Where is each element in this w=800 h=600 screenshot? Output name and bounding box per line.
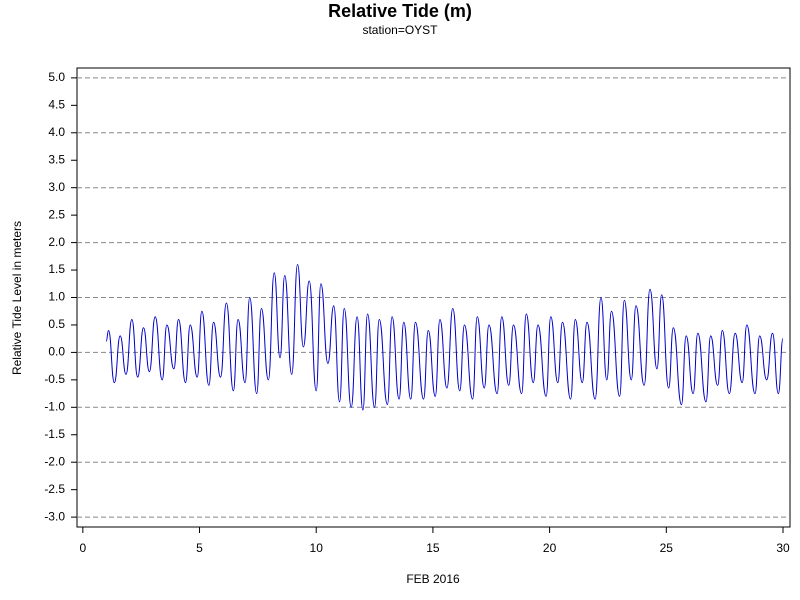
y-tick-label: 0.0 — [48, 345, 65, 359]
x-tick-label: 20 — [543, 541, 557, 555]
x-tick-label: 30 — [776, 541, 790, 555]
y-tick-label: 2.5 — [48, 207, 65, 221]
y-tick-label: 3.0 — [48, 180, 65, 194]
x-tick-label: 10 — [310, 541, 324, 555]
x-tick-label: 15 — [426, 541, 440, 555]
y-tick-label: 2.0 — [48, 235, 65, 249]
y-tick-label: -3.0 — [44, 509, 65, 523]
chart-title: Relative Tide (m) — [328, 1, 472, 21]
y-tick-label: 1.0 — [48, 290, 65, 304]
x-tick-label: 0 — [79, 541, 86, 555]
y-tick-label: 1.5 — [48, 262, 65, 276]
y-tick-label: -0.5 — [44, 372, 65, 386]
x-tick-label: 5 — [196, 541, 203, 555]
chart-subtitle: station=OYST — [362, 23, 438, 37]
tide-line — [105, 264, 784, 411]
y-tick-label: -2.5 — [44, 482, 65, 496]
x-axis-label: FEB 2016 — [406, 572, 460, 586]
y-tick-label: 0.5 — [48, 317, 65, 331]
y-tick-label: 4.5 — [48, 98, 65, 112]
y-tick-label: -1.0 — [44, 399, 65, 413]
y-tick-label: 5.0 — [48, 70, 65, 84]
y-tick-label: 3.5 — [48, 152, 65, 166]
y-tick-label: 4.0 — [48, 125, 65, 139]
y-axis-label: Relative Tide Level in meters — [10, 221, 24, 375]
x-tick-label: 25 — [660, 541, 674, 555]
y-tick-label: -2.0 — [44, 454, 65, 468]
y-tick-label: -1.5 — [44, 427, 65, 441]
